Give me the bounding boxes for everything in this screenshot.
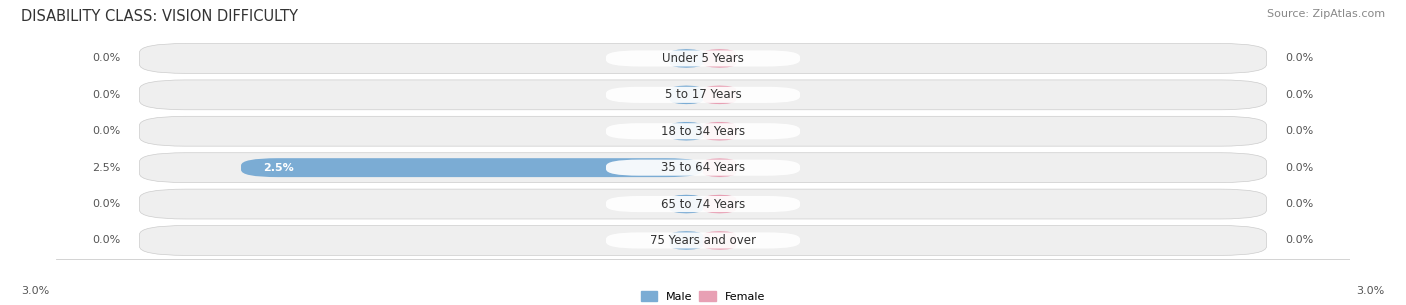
Legend: Male, Female: Male, Female bbox=[637, 287, 769, 305]
Text: 0.0%: 0.0% bbox=[1285, 90, 1313, 100]
Text: 0.0%: 0.0% bbox=[93, 53, 121, 63]
Text: DISABILITY CLASS: VISION DIFFICULTY: DISABILITY CLASS: VISION DIFFICULTY bbox=[21, 9, 298, 24]
Text: 65 to 74 Years: 65 to 74 Years bbox=[661, 198, 745, 210]
FancyBboxPatch shape bbox=[606, 232, 800, 249]
FancyBboxPatch shape bbox=[703, 122, 737, 141]
FancyBboxPatch shape bbox=[669, 195, 703, 214]
FancyBboxPatch shape bbox=[606, 123, 800, 139]
Text: 0.0%: 0.0% bbox=[1285, 53, 1313, 63]
FancyBboxPatch shape bbox=[703, 231, 737, 250]
FancyBboxPatch shape bbox=[703, 195, 737, 214]
FancyBboxPatch shape bbox=[139, 80, 1267, 110]
Text: 0.0%: 0.0% bbox=[1285, 235, 1313, 246]
Text: 0.0%: 0.0% bbox=[1285, 163, 1313, 173]
FancyBboxPatch shape bbox=[139, 44, 1267, 74]
Text: 5 to 17 Years: 5 to 17 Years bbox=[665, 88, 741, 101]
Text: 3.0%: 3.0% bbox=[21, 286, 49, 296]
FancyBboxPatch shape bbox=[606, 50, 800, 66]
FancyBboxPatch shape bbox=[669, 85, 703, 104]
Text: 35 to 64 Years: 35 to 64 Years bbox=[661, 161, 745, 174]
Text: 3.0%: 3.0% bbox=[1357, 286, 1385, 296]
FancyBboxPatch shape bbox=[703, 49, 737, 68]
FancyBboxPatch shape bbox=[606, 196, 800, 212]
Text: 0.0%: 0.0% bbox=[93, 235, 121, 246]
Text: 0.0%: 0.0% bbox=[1285, 199, 1313, 209]
Text: 0.0%: 0.0% bbox=[1285, 126, 1313, 136]
Text: 18 to 34 Years: 18 to 34 Years bbox=[661, 125, 745, 138]
Text: 2.5%: 2.5% bbox=[263, 163, 294, 173]
FancyBboxPatch shape bbox=[669, 49, 703, 68]
FancyBboxPatch shape bbox=[703, 85, 737, 104]
FancyBboxPatch shape bbox=[669, 231, 703, 250]
Text: Under 5 Years: Under 5 Years bbox=[662, 52, 744, 65]
FancyBboxPatch shape bbox=[139, 116, 1267, 146]
Text: 2.5%: 2.5% bbox=[93, 163, 121, 173]
Text: 75 Years and over: 75 Years and over bbox=[650, 234, 756, 247]
FancyBboxPatch shape bbox=[669, 122, 703, 141]
FancyBboxPatch shape bbox=[139, 189, 1267, 219]
FancyBboxPatch shape bbox=[139, 153, 1267, 183]
FancyBboxPatch shape bbox=[606, 160, 800, 176]
Text: 0.0%: 0.0% bbox=[93, 199, 121, 209]
Text: 0.0%: 0.0% bbox=[93, 90, 121, 100]
Text: 0.0%: 0.0% bbox=[93, 126, 121, 136]
Text: Source: ZipAtlas.com: Source: ZipAtlas.com bbox=[1267, 9, 1385, 19]
FancyBboxPatch shape bbox=[703, 158, 737, 177]
FancyBboxPatch shape bbox=[139, 225, 1267, 255]
FancyBboxPatch shape bbox=[240, 158, 703, 177]
FancyBboxPatch shape bbox=[606, 87, 800, 103]
